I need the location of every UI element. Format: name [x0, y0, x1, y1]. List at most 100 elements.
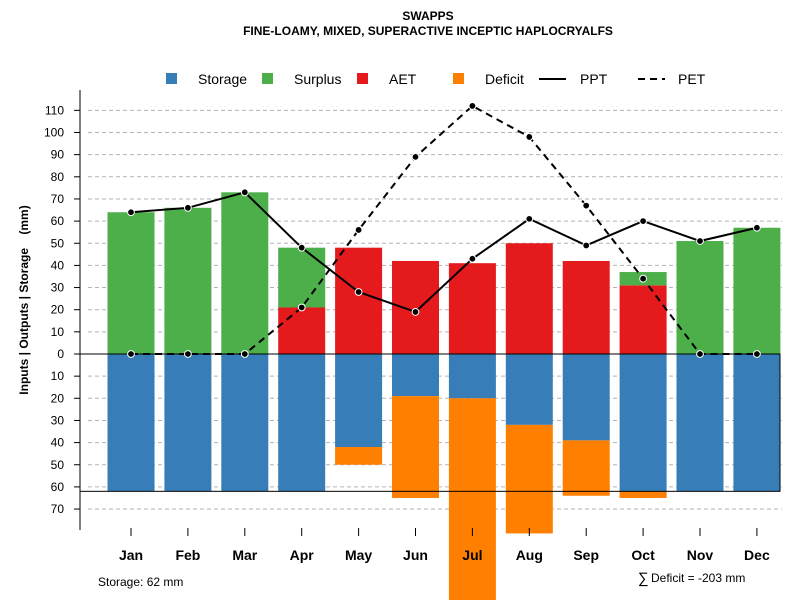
ppt-point-jun	[411, 308, 420, 316]
y-tick-label: 10	[51, 369, 65, 383]
deficit-bar-may	[335, 447, 383, 465]
storage-bar-jan	[107, 354, 155, 492]
pet-point-feb	[184, 350, 192, 358]
pet-point-mar	[240, 350, 249, 358]
pet-point-sep	[582, 201, 591, 210]
y-tick-label: 20	[51, 391, 65, 405]
x-tick-label-dec: Dec	[744, 547, 770, 563]
legend-label-storage: Storage	[198, 71, 247, 87]
aet-bar-aug	[505, 243, 553, 354]
y-tick-label: 70	[51, 502, 65, 516]
chart-subtitle: FINE-LOAMY, MIXED, SUPERACTIVE INCEPTIC …	[243, 24, 613, 38]
x-tick-label-aug: Aug	[516, 547, 543, 563]
y-tick-label: 50	[51, 458, 65, 472]
aet-bar-jul	[448, 263, 496, 354]
ppt-point-jan	[127, 208, 135, 217]
aet-bar-sep	[562, 260, 610, 354]
y-tick-label: 40	[51, 258, 65, 272]
axes: 110100908070605040302010010203040506070J…	[44, 90, 770, 563]
storage-footnote: Storage: 62 mm	[98, 575, 183, 589]
storage-bar-mar	[221, 354, 269, 492]
storage-bar-aug	[505, 354, 553, 425]
x-tick-label-jun: Jun	[403, 547, 428, 563]
legend-label-aet: AET	[389, 71, 417, 87]
ppt-point-nov	[696, 237, 704, 245]
chart-title: SWAPPS	[402, 9, 453, 23]
legend-label-ppt: PPT	[580, 71, 608, 87]
sum-symbol: ∑	[638, 570, 649, 587]
storage-bar-may	[335, 354, 383, 448]
y-tick-label: 70	[51, 192, 65, 206]
x-tick-label-apr: Apr	[290, 547, 315, 563]
y-tick-label: 110	[45, 103, 64, 117]
ppt-point-may	[354, 288, 363, 296]
storage-bar-apr	[278, 354, 326, 492]
y-tick-label: 60	[51, 480, 65, 494]
ppt-point-sep	[582, 241, 591, 250]
y-tick-label: 20	[51, 303, 65, 317]
ppt-point-mar	[240, 188, 249, 197]
x-tick-label-oct: Oct	[631, 547, 655, 563]
ppt-point-aug	[525, 214, 534, 223]
legend-swatch-storage	[166, 73, 177, 84]
pet-point-aug	[525, 133, 534, 141]
aet-bar-may	[335, 247, 383, 354]
y-tick-label: 30	[51, 413, 65, 427]
pet-point-jan	[127, 350, 135, 358]
x-tick-label-feb: Feb	[175, 547, 200, 563]
legend-swatch-aet	[357, 73, 368, 84]
ppt-line	[130, 191, 758, 314]
y-tick-label: 10	[51, 325, 65, 339]
deficit-bar-aug	[505, 424, 553, 534]
deficit-bar-oct	[619, 491, 667, 498]
storage-bar-feb	[164, 354, 212, 492]
y-tick-label: 60	[51, 214, 65, 228]
storage-bar-dec	[733, 354, 781, 492]
storage-bar-jul	[448, 354, 496, 399]
x-tick-label-sep: Sep	[573, 547, 599, 563]
y-tick-label: 30	[51, 281, 65, 295]
legend: Storage Surplus AET Deficit PPT PET	[166, 71, 706, 87]
deficit-footnote: Deficit = -203 mm	[651, 571, 745, 585]
storage-bar-sep	[562, 354, 610, 441]
y-tick-label: 90	[51, 148, 65, 162]
legend-swatch-surplus	[262, 73, 273, 84]
legend-label-pet: PET	[678, 71, 706, 87]
pet-point-may	[354, 226, 363, 234]
deficit-bar-jul	[448, 398, 496, 603]
aet-bar-oct	[619, 285, 667, 354]
surplus-bar-feb	[164, 207, 212, 354]
x-tick-label-nov: Nov	[687, 547, 714, 563]
y-tick-label: 80	[51, 170, 65, 184]
surplus-bar-apr	[278, 247, 326, 308]
storage-bar-oct	[619, 354, 667, 492]
deficit-bar-sep	[562, 440, 610, 496]
deficit-bar-jun	[392, 396, 439, 498]
x-tick-label-jan: Jan	[119, 547, 143, 563]
legend-label-deficit: Deficit	[485, 71, 524, 87]
ppt-point-dec	[753, 223, 761, 232]
surplus-bar-mar	[221, 192, 269, 354]
y-tick-label: 100	[44, 126, 64, 140]
pet-point-jun	[411, 152, 420, 161]
ppt-point-feb	[184, 203, 192, 212]
pet-point-oct	[639, 274, 647, 283]
aet-bar-jun	[392, 260, 439, 354]
pet-line	[131, 104, 757, 355]
x-tick-label-may: May	[345, 547, 372, 563]
ppt-point-jul	[468, 254, 477, 263]
x-tick-label-mar: Mar	[232, 547, 257, 563]
pet-point-dec	[753, 350, 761, 358]
pet-point-jul	[468, 102, 477, 110]
aet-bar-apr	[278, 307, 326, 354]
y-tick-label: 0	[57, 347, 64, 361]
surplus-bar-dec	[733, 227, 781, 354]
ppt-point-oct	[639, 217, 647, 226]
bars	[79, 192, 781, 603]
pet-point-apr	[297, 303, 306, 312]
pet-point-nov	[696, 350, 704, 358]
storage-bar-nov	[676, 354, 724, 492]
y-tick-label: 50	[51, 236, 65, 250]
